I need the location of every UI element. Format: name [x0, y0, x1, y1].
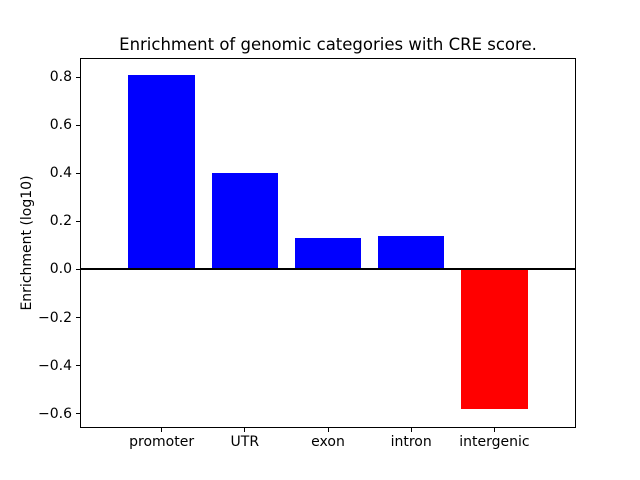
y-tick-label: −0.2 [38, 309, 72, 326]
zero-line [80, 268, 576, 271]
plot-frame [80, 58, 576, 428]
x-tick-mark [244, 428, 246, 432]
y-tick-mark [76, 76, 80, 78]
y-tick-mark [76, 172, 80, 174]
y-tick-label: 0.8 [49, 69, 72, 86]
y-tick-mark [76, 268, 80, 270]
bar-UTR [211, 173, 279, 270]
y-tick-label: 0.4 [49, 165, 72, 182]
x-tick-label-intergenic: intergenic [459, 434, 530, 450]
y-tick-mark [76, 124, 80, 126]
x-tick-label-exon: exon [311, 434, 345, 450]
bar-intron [377, 235, 445, 270]
y-tick-label: 0.0 [49, 261, 72, 278]
bar-exon [294, 238, 362, 270]
y-axis-label: Enrichment (log10) [19, 175, 35, 311]
x-tick-label-intron: intron [390, 434, 432, 450]
x-tick-mark [493, 428, 495, 432]
y-tick-label: −0.4 [38, 357, 72, 374]
x-tick-label-promoter: promoter [129, 434, 195, 450]
x-tick-mark [410, 428, 412, 432]
bar-promoter [128, 74, 195, 270]
x-tick-mark [327, 428, 329, 432]
x-tick-mark [161, 428, 163, 432]
y-tick-mark [76, 220, 80, 222]
y-tick-mark [76, 365, 80, 366]
y-tick-mark [76, 413, 80, 415]
y-tick-label: −0.6 [38, 405, 72, 422]
y-tick-label: 0.6 [49, 117, 72, 134]
chart-title: Enrichment of genomic categories with CR… [119, 35, 537, 54]
x-tick-label-UTR: UTR [230, 434, 260, 450]
y-tick-mark [76, 317, 80, 318]
bar-intergenic [461, 269, 528, 409]
y-tick-label: 0.2 [49, 213, 72, 230]
